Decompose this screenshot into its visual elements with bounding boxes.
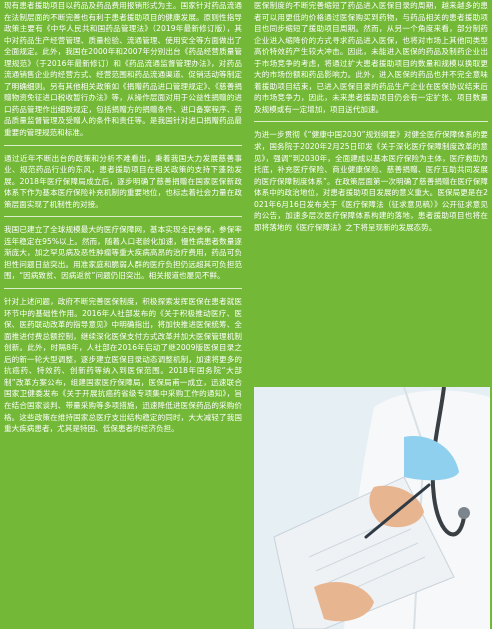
- left-paragraph-3: 我国已建立了全球规模最大的医疗保障网，基本实现全民参保，参保率连年稳定在95%以…: [4, 225, 242, 281]
- left-paragraph-2: 通过近年不断出台的政策和分析不难看出，秉着我国大力发展慈善事业、规范药品行业的东…: [4, 153, 242, 209]
- doctor-writing-photo: [254, 387, 490, 629]
- left-column: 现有患者援助项目以药品及药品费用报销形式为主。国家针对药品流通在法制层面的不断完…: [4, 0, 242, 435]
- glove-shape: [404, 436, 459, 481]
- left-paragraph-4: 针对上述问题，政府不断完善医保制度，积极探索发挥医保在患者就医环节中的基础性作用…: [4, 297, 242, 434]
- right-paragraph-1: 医保制度的不断完善缩短了药品进入医保目录的周期，越来越多的患者可以用更低的价格通…: [254, 1, 488, 114]
- hand-shape: [369, 485, 424, 528]
- right-column: 医保制度的不断完善缩短了药品进入医保目录的周期，越来越多的患者可以用更低的价格通…: [254, 0, 488, 233]
- doctor-writing-illustration: [254, 387, 490, 629]
- stethoscope-icon: [430, 387, 466, 537]
- divider: [254, 121, 488, 123]
- divider: [4, 144, 242, 146]
- divider: [4, 288, 242, 290]
- pen-icon: [364, 483, 431, 539]
- hand-shape-lower: [314, 582, 374, 622]
- right-paragraph-2: 为进一步贯彻《“健康中国2030”规划纲要》对健全医疗保障体系的要求，国务院于2…: [254, 130, 488, 232]
- divider: [4, 216, 242, 218]
- left-paragraph-1: 现有患者援助项目以药品及药品费用报销形式为主。国家针对药品流通在法制层面的不断完…: [4, 1, 242, 138]
